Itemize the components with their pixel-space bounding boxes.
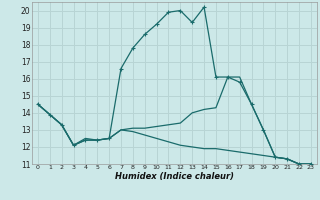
- X-axis label: Humidex (Indice chaleur): Humidex (Indice chaleur): [115, 172, 234, 181]
